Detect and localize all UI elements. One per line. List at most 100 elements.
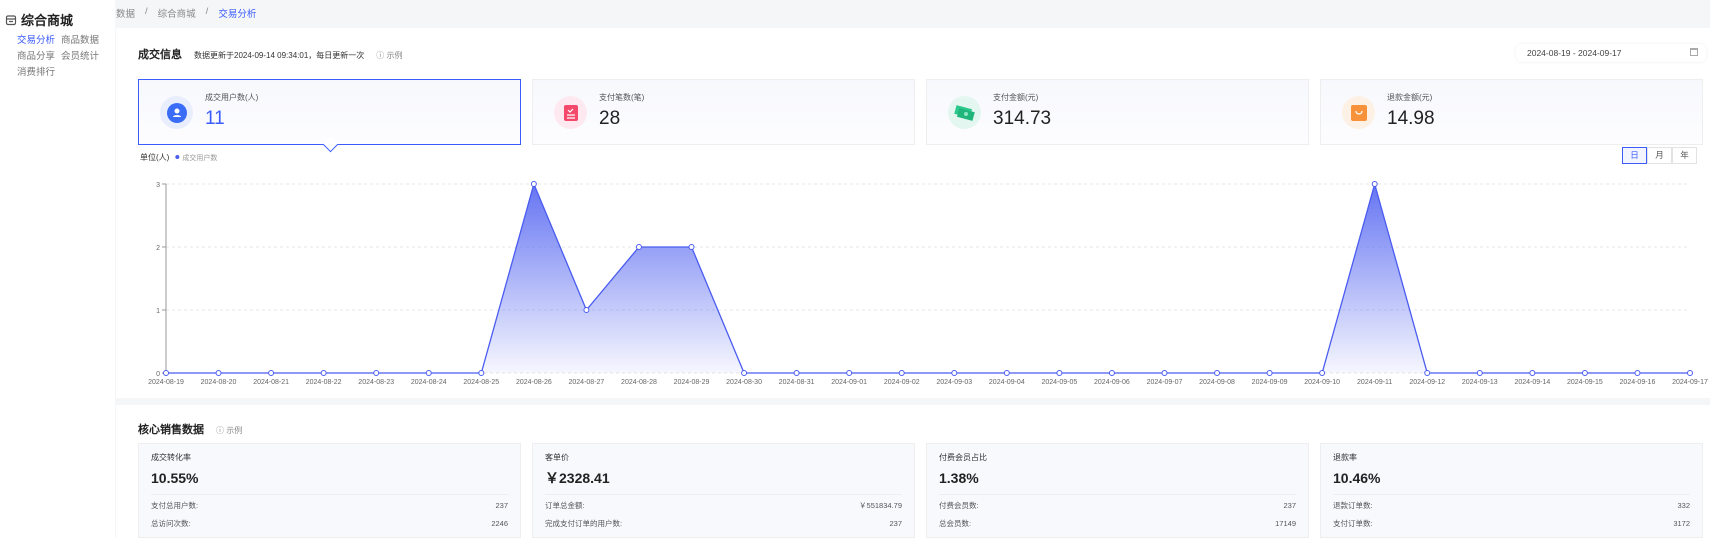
core-metric-card: 付费会员占比 1.38% 付费会员数: 237 总会员数: 17149 [926, 443, 1309, 538]
x-tick-label: 2024-09-03 [936, 379, 972, 386]
section-title: 核心销售数据 [138, 424, 204, 436]
sidebar: 综合商城 交易分析 商品数据 商品分享 会员统计 消费排行 [0, 0, 115, 538]
sidebar-item-product-share[interactable]: 商品分享 [17, 51, 56, 62]
x-tick-label: 2024-08-26 [516, 379, 552, 386]
x-tick-label: 2024-09-08 [1199, 379, 1235, 386]
date-range-picker[interactable]: 2024-08-19 - 2024-09-17 [1516, 44, 1706, 62]
metric-row: 订单总金额: ￥551834.79 [545, 501, 902, 511]
metric-row-label: 总会员数: [939, 519, 972, 528]
stat-card-refund[interactable]: 退款金额(元) 14.98 [1320, 79, 1703, 145]
metric-row-value: 237 [889, 519, 902, 528]
data-point [635, 244, 642, 250]
sidebar-item-product-data[interactable]: 商品数据 [61, 35, 100, 46]
x-tick-label: 2024-09-10 [1304, 379, 1340, 386]
tab-year[interactable]: 年 [1672, 147, 1697, 164]
data-point [1476, 370, 1483, 376]
stat-value: 14.98 [1387, 108, 1435, 129]
core-metric-card: 退款率 10.46% 退款订单数: 332 支付订单数: 3172 [1320, 443, 1703, 538]
x-tick-label: 2024-08-25 [463, 379, 499, 386]
x-tick-label: 2024-08-21 [253, 379, 289, 386]
x-tick-label: 2024-08-31 [779, 379, 815, 386]
x-tick-label: 2024-09-17 [1672, 379, 1708, 386]
metric-title: 退款率 [1333, 453, 1357, 462]
x-tick-label: 2024-08-30 [726, 379, 762, 386]
x-tick-label: 2024-09-12 [1409, 379, 1445, 386]
metric-row-label: 支付订单数: [1333, 519, 1373, 528]
metric-title: 付费会员占比 [939, 453, 987, 462]
breadcrumb-sep: / [205, 6, 209, 17]
data-point [1161, 370, 1168, 376]
data-point [951, 370, 958, 376]
stat-label: 退款金额(元) [1387, 93, 1433, 102]
tab-month[interactable]: 月 [1647, 147, 1672, 164]
stat-card-users[interactable]: 成交用户数(人) 11 [138, 79, 521, 145]
data-point [320, 370, 327, 376]
x-tick-label: 2024-09-06 [1094, 379, 1130, 386]
tab-day[interactable]: 日 [1622, 147, 1647, 164]
breadcrumb-current: 交易分析 [218, 9, 257, 20]
metric-row-value: 17149 [1275, 519, 1296, 528]
data-point [1634, 370, 1641, 376]
user-icon [166, 102, 187, 123]
data-point [1214, 370, 1221, 376]
data-point [1424, 370, 1431, 376]
y-tick-label: 0 [156, 371, 160, 378]
update-note: 数据更新于2024-09-14 09:34:01，每日更新一次 [194, 51, 365, 60]
metric-row-value: 3172 [1673, 519, 1690, 528]
stat-label: 支付笔数(笔) [599, 93, 645, 102]
example-link[interactable]: ⓘ 示例 [376, 51, 403, 60]
data-point [1056, 370, 1063, 376]
divider [545, 494, 902, 495]
x-tick-label: 2024-09-13 [1462, 379, 1498, 386]
section-header: 成交信息 数据更新于2024-09-14 09:34:01，每日更新一次 ⓘ 示… [138, 46, 403, 62]
data-point [215, 370, 222, 376]
order-icon [563, 104, 578, 121]
core-sales-panel: 核心销售数据 ⓘ 示例 成交转化率 10.55% 支付总用户数: 237 总访问次数… [116, 405, 1710, 538]
x-tick-label: 2024-08-23 [358, 379, 394, 386]
x-tick-label: 2024-08-20 [201, 379, 237, 386]
data-point [530, 181, 537, 187]
x-tick-label: 2024-08-24 [411, 379, 447, 386]
core-metric-card: 成交转化率 10.55% 支付总用户数: 237 总访问次数: 2246 [138, 443, 521, 538]
metric-row: 完成支付订单的用户数: 237 [545, 519, 902, 529]
stat-card-orders[interactable]: 支付笔数(笔) 28 [532, 79, 915, 145]
data-point [478, 370, 485, 376]
data-point [1371, 181, 1378, 187]
area-fill [166, 184, 1690, 373]
metric-value: 1.38% [939, 470, 979, 486]
metric-row-value: 332 [1677, 501, 1690, 510]
bag-icon-wrap [1342, 96, 1375, 129]
section-header: 核心销售数据 ⓘ 示例 [138, 421, 242, 437]
sidebar-item-trade-analysis[interactable]: 交易分析 [17, 35, 56, 46]
money-icon [953, 104, 975, 121]
y-tick-label: 3 [156, 182, 160, 189]
data-point [1581, 370, 1588, 376]
legend-label: 成交用户数 [182, 153, 217, 162]
x-tick-label: 2024-09-05 [1041, 379, 1077, 386]
x-tick-label: 2024-09-04 [989, 379, 1025, 386]
x-tick-label: 2024-09-16 [1620, 379, 1656, 386]
metric-row-value: 237 [1283, 501, 1296, 510]
sidebar-item-member-stats[interactable]: 会员统计 [61, 51, 100, 62]
data-point [688, 244, 695, 250]
data-point [846, 370, 853, 376]
breadcrumb-data[interactable]: 数据 [116, 9, 136, 20]
stat-value: 314.73 [993, 108, 1052, 129]
metric-row: 支付总用户数: 237 [151, 501, 508, 511]
metric-row-label: 退款订单数: [1333, 501, 1373, 510]
metric-row-label: 总访问次数: [151, 519, 191, 528]
series-line [166, 181, 1690, 374]
x-tick-label: 2024-08-28 [621, 379, 657, 386]
example-link[interactable]: ⓘ 示例 [216, 426, 243, 435]
stat-label: 支付金额(元) [993, 93, 1039, 102]
x-tick-label: 2024-09-15 [1567, 379, 1603, 386]
metric-row: 退款订单数: 332 [1333, 501, 1690, 511]
x-tick-label: 2024-08-29 [674, 379, 710, 386]
stat-card-payment[interactable]: 支付金额(元) 314.73 [926, 79, 1309, 145]
metric-row: 总访问次数: 2246 [151, 519, 508, 529]
x-tick-label: 2024-08-27 [569, 379, 605, 386]
data-point [1003, 370, 1010, 376]
sidebar-item-consume-rank[interactable]: 消费排行 [17, 67, 56, 78]
breadcrumb-mall[interactable]: 综合商城 [157, 9, 196, 20]
metric-row-label: 付费会员数: [939, 501, 979, 510]
